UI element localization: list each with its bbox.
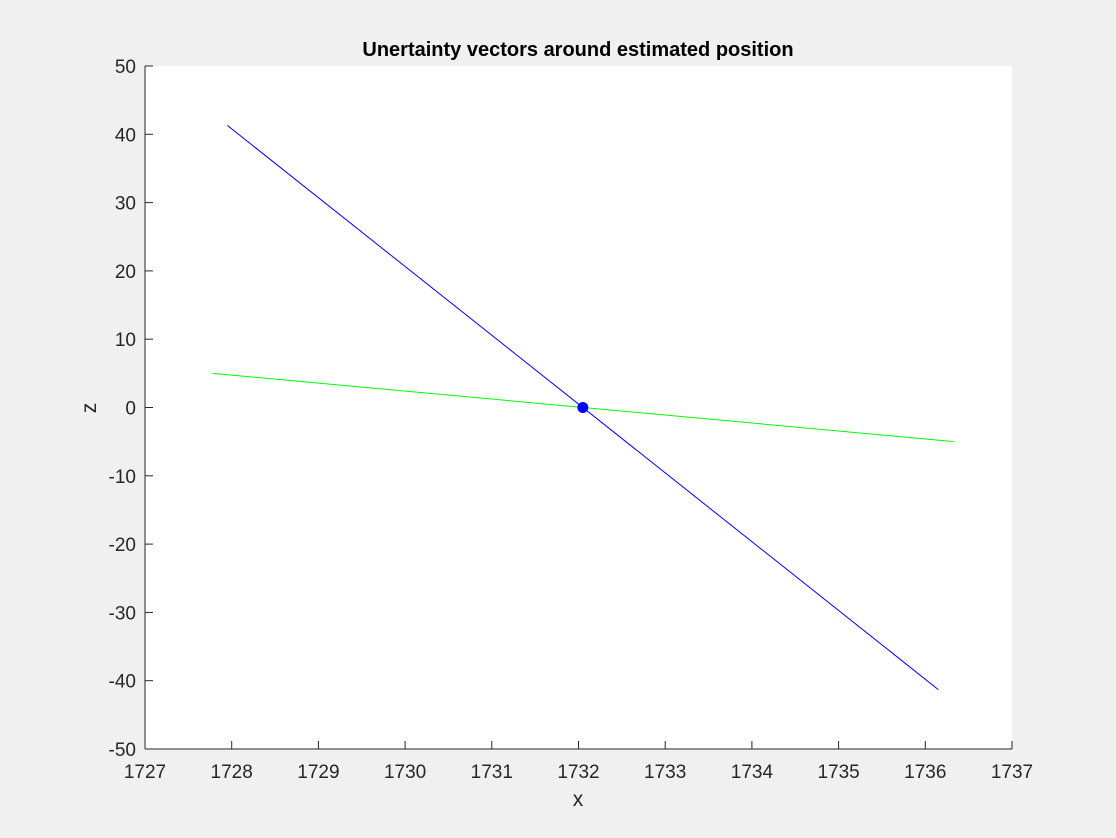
y-tick-label: 50 xyxy=(115,57,136,78)
x-tick-labels: 1727 1728 1729 1730 1731 1732 1733 1734 1735 1736… xyxy=(124,762,1033,783)
y-tick-labels: -50 -40 -30 -20 -10 0 10 20 30 40 50 xyxy=(109,57,136,761)
x-tick-label: 1734 xyxy=(731,762,774,783)
y-tick-label: 20 xyxy=(115,262,136,283)
x-tick-label: 1730 xyxy=(384,762,426,783)
y-tick-label: -20 xyxy=(109,535,136,556)
x-tick-label: 1728 xyxy=(211,762,253,783)
x-axis-label: x xyxy=(573,788,584,811)
x-tick-label: 1731 xyxy=(471,762,513,783)
y-tick-label: -30 xyxy=(109,603,136,624)
x-tick-label: 1735 xyxy=(817,762,859,783)
y-tick-label: 10 xyxy=(115,330,136,351)
x-tick-label: 1737 xyxy=(991,762,1033,783)
chart-title: Unertainty vectors around estimated posi… xyxy=(362,39,793,61)
points-layer xyxy=(577,402,589,413)
estimated-position-point xyxy=(577,402,589,413)
y-tick-label: -40 xyxy=(109,672,136,693)
x-tick-label: 1729 xyxy=(297,762,339,783)
y-axis-label: z xyxy=(78,403,101,414)
y-tick-label: 40 xyxy=(115,125,136,146)
x-tick-label: 1727 xyxy=(124,762,166,783)
y-tick-label: 0 xyxy=(125,399,136,420)
x-tick-label: 1736 xyxy=(904,762,946,783)
x-tick-label: 1732 xyxy=(557,762,599,783)
y-tick-label: -50 xyxy=(109,740,136,761)
x-tick-label: 1733 xyxy=(644,762,686,783)
y-tick-label: -10 xyxy=(109,467,136,488)
y-tick-label: 30 xyxy=(115,194,136,215)
axes-layer xyxy=(144,65,1013,750)
